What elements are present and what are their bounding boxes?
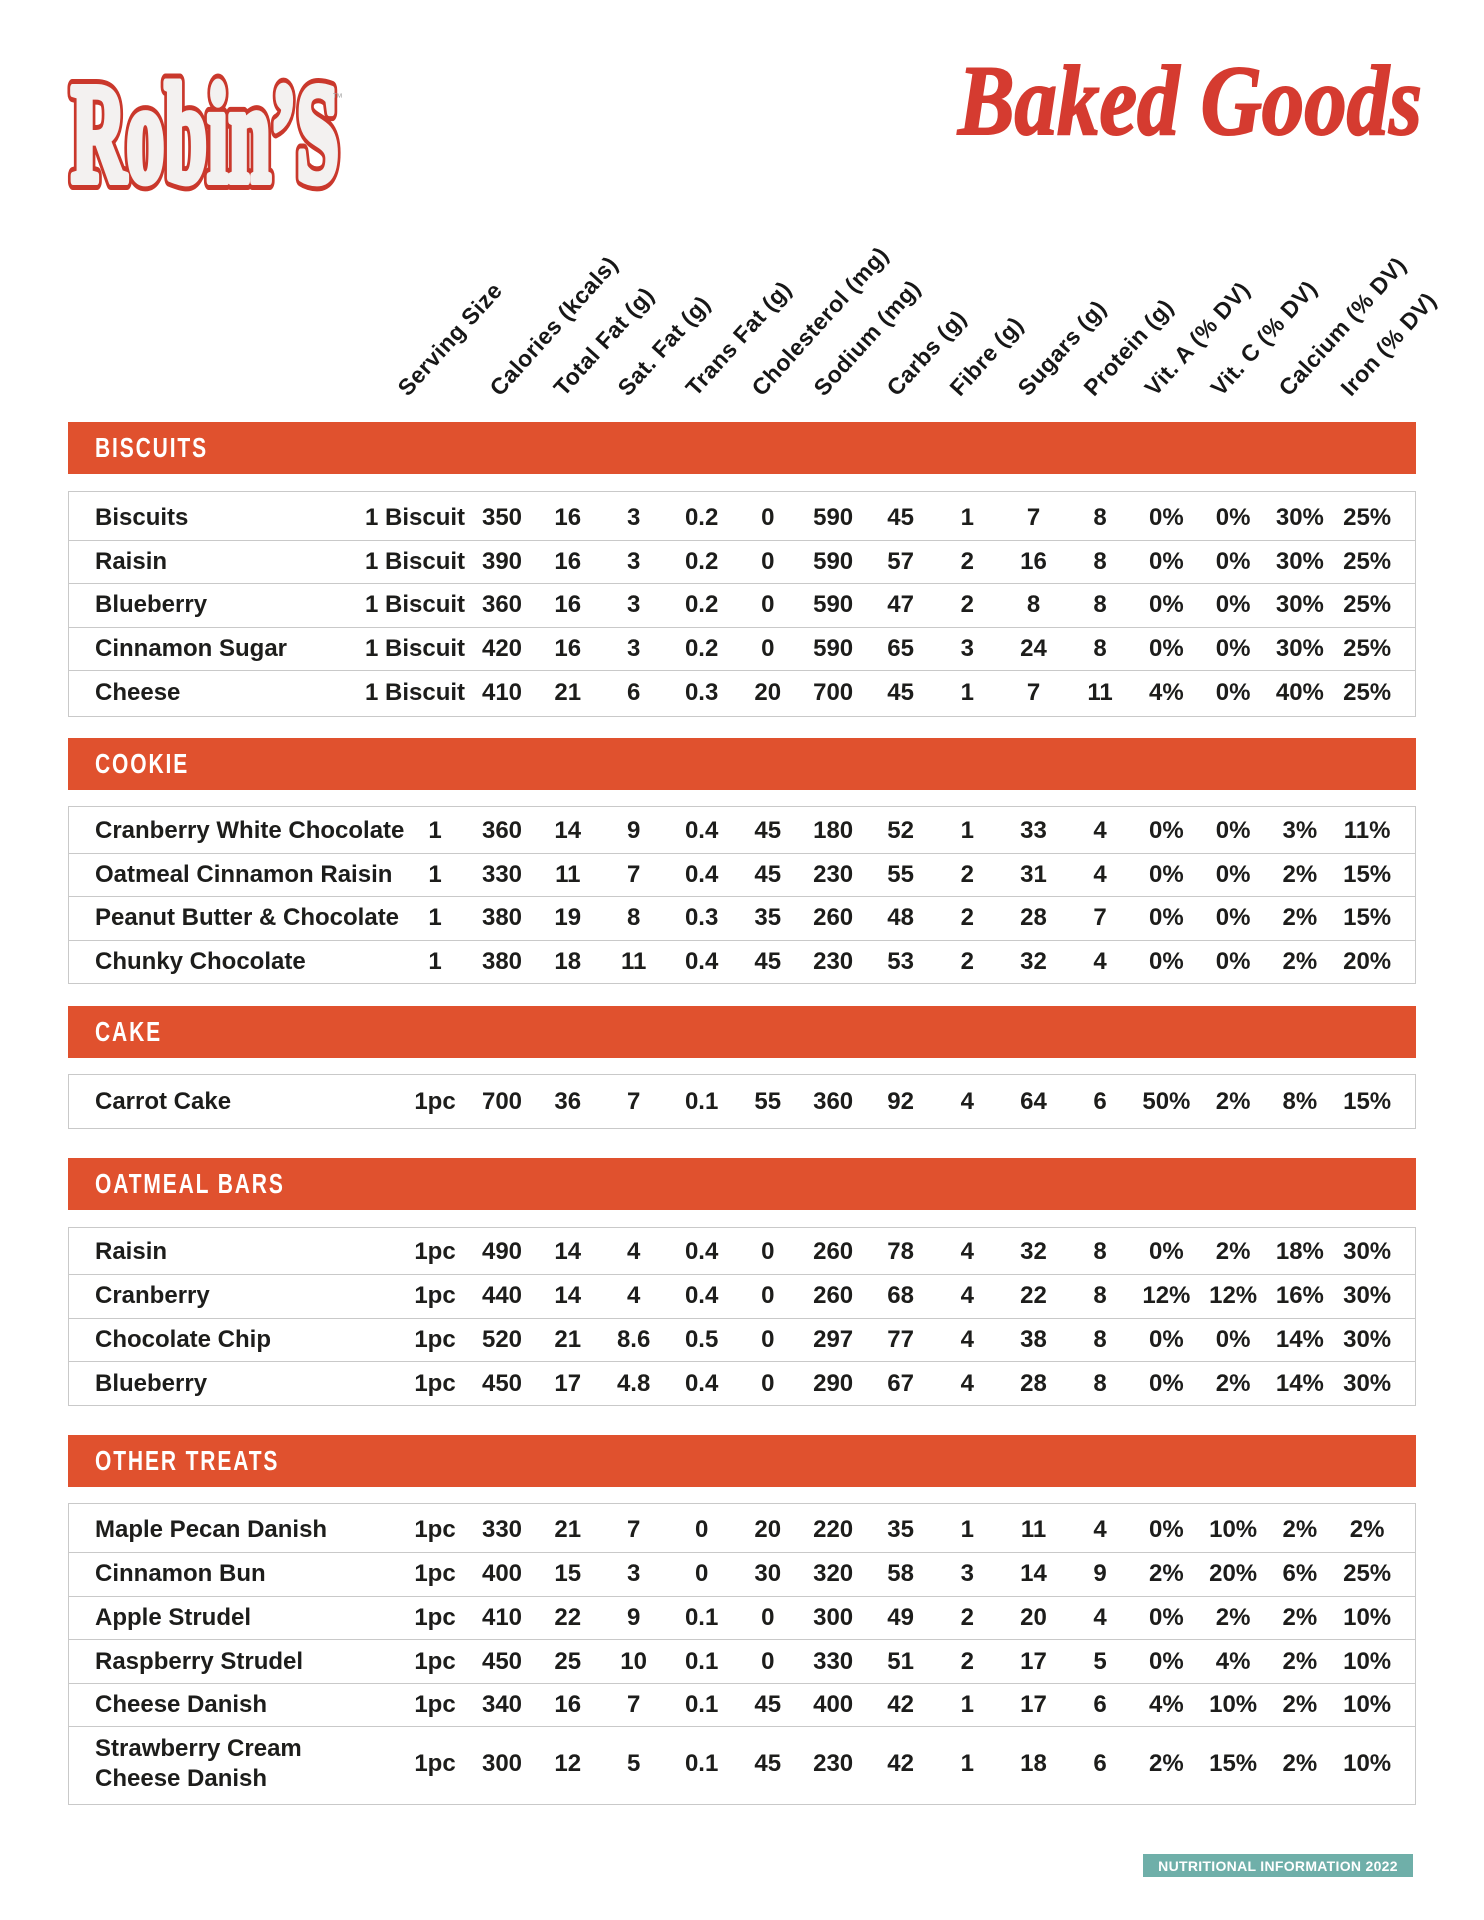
svg-text:Robin’S: Robin’S xyxy=(71,64,339,204)
svg-text:Robin’S: Robin’S xyxy=(71,64,339,204)
svg-text:Baked Goods: Baked Goods xyxy=(957,45,1422,156)
